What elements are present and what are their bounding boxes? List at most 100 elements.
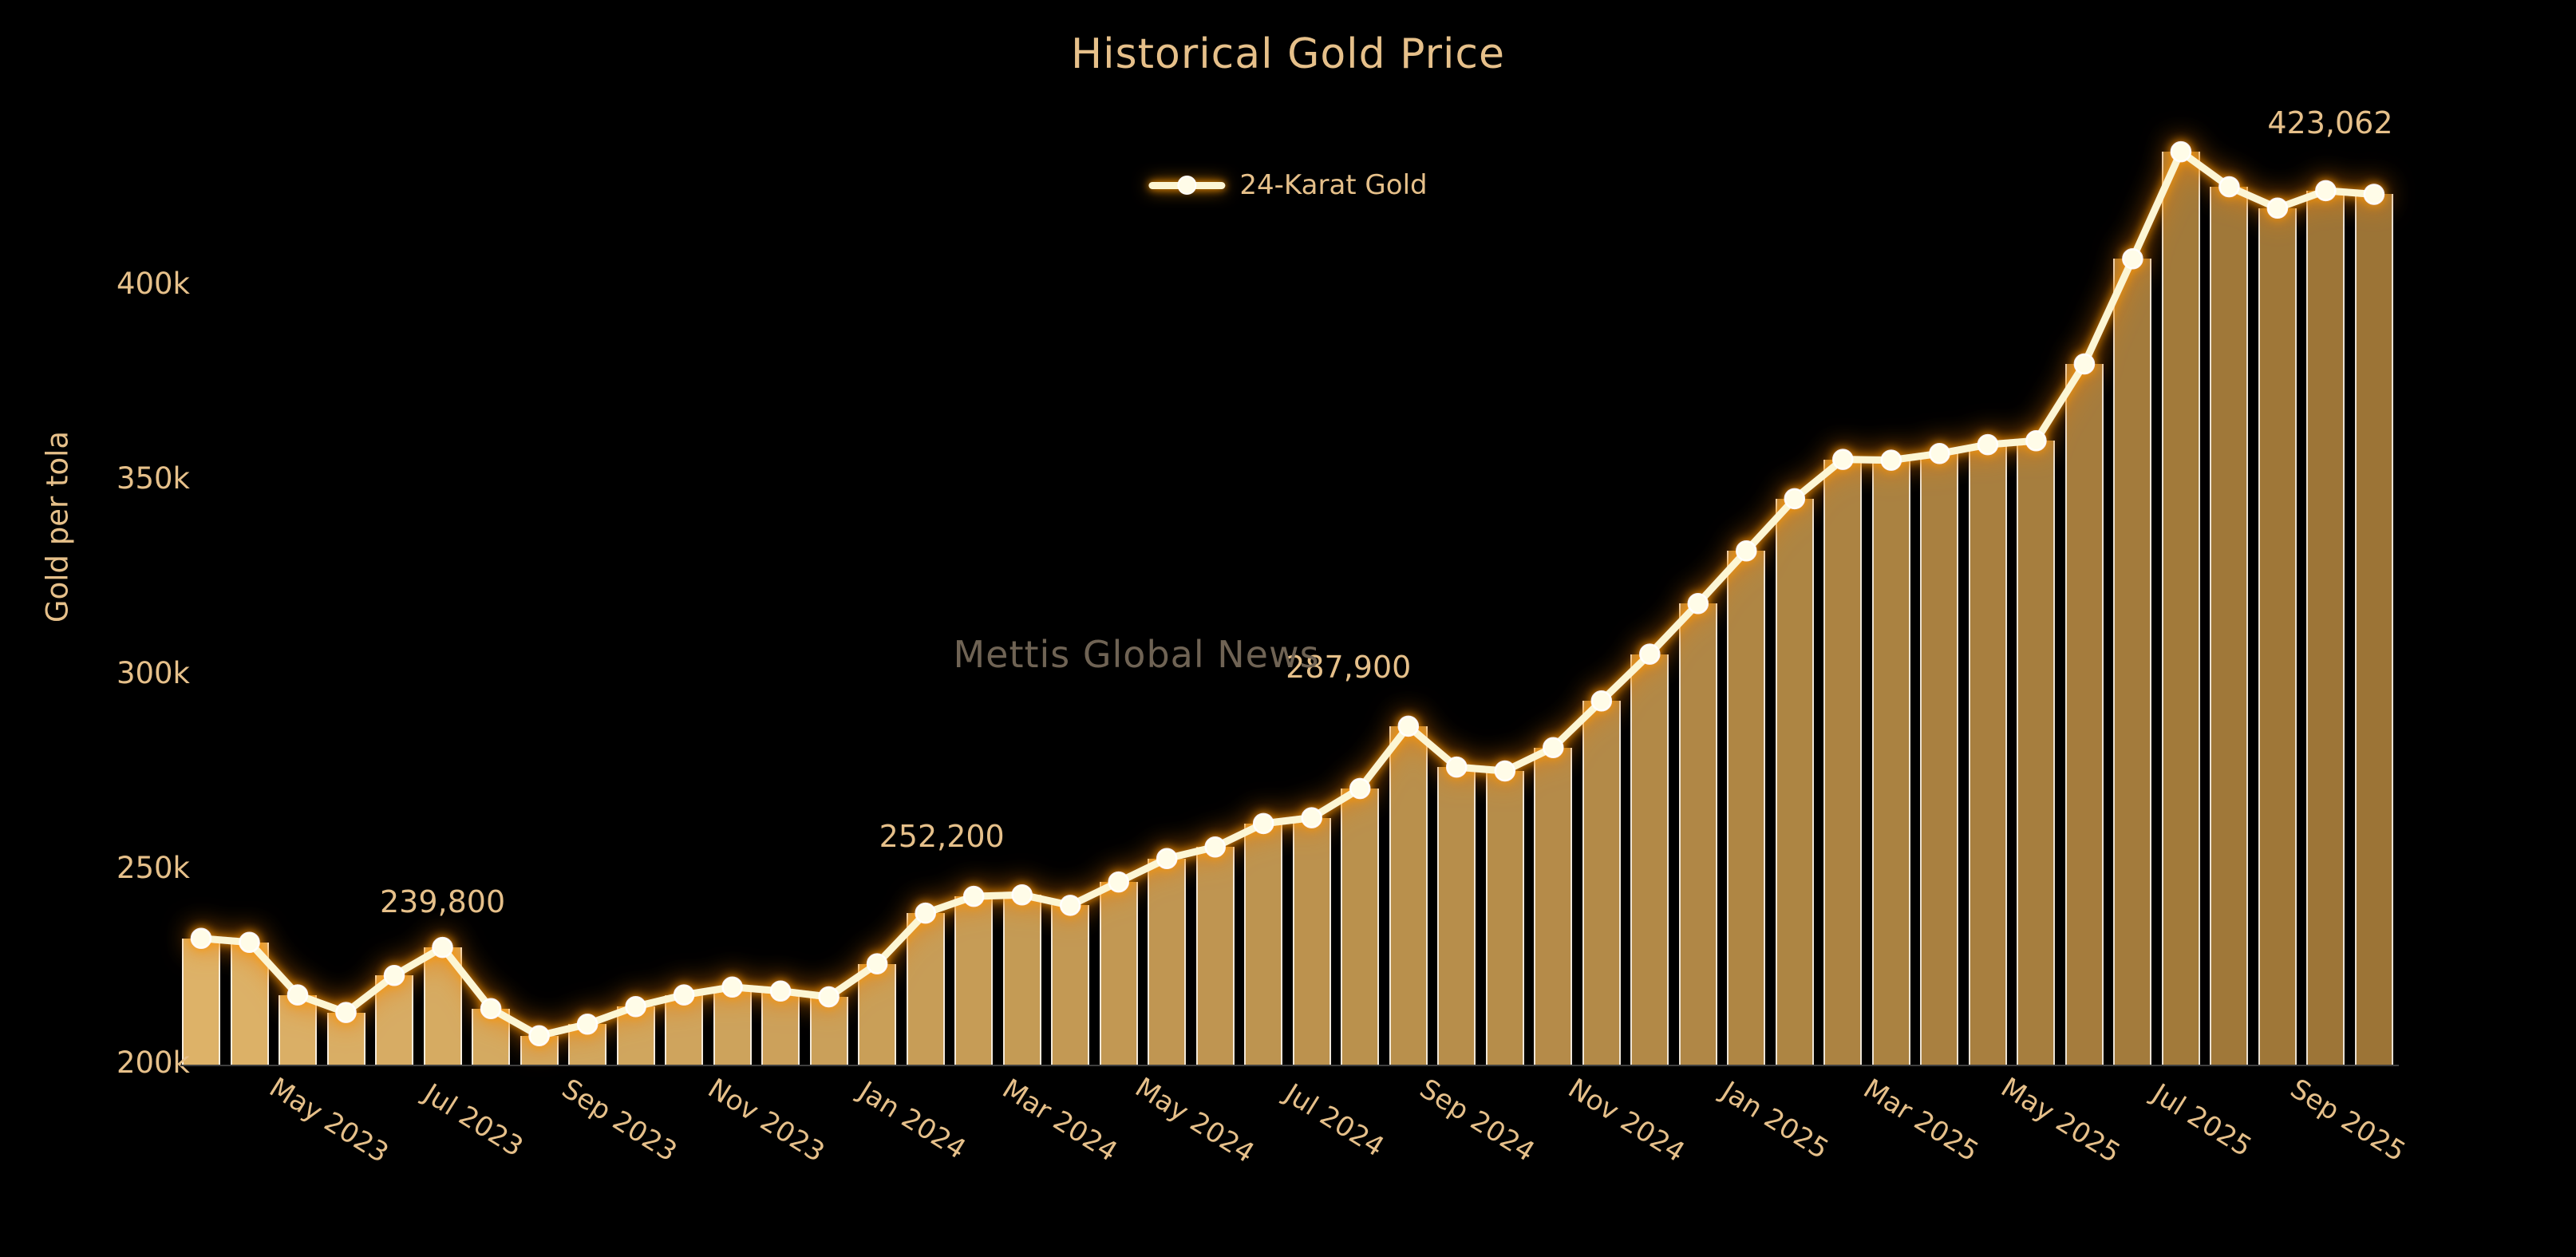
bar[interactable] xyxy=(1485,771,1524,1065)
bar[interactable] xyxy=(858,963,897,1065)
data-point-marker[interactable] xyxy=(2266,197,2289,219)
bar[interactable] xyxy=(1292,817,1331,1065)
y-tick-label: 300k xyxy=(116,656,190,690)
data-point-marker[interactable] xyxy=(721,976,743,998)
data-point-marker[interactable] xyxy=(190,927,212,950)
bar[interactable] xyxy=(182,938,220,1065)
data-point-marker[interactable] xyxy=(1880,449,1902,471)
data-point-marker[interactable] xyxy=(335,1002,357,1023)
data-point-marker[interactable] xyxy=(818,986,840,1008)
bar[interactable] xyxy=(2161,152,2200,1065)
data-point-marker[interactable] xyxy=(1204,836,1226,858)
data-point-marker[interactable] xyxy=(576,1013,599,1035)
bar[interactable] xyxy=(375,975,414,1065)
y-tick-label: 350k xyxy=(116,461,190,496)
bar[interactable] xyxy=(665,994,704,1065)
bar[interactable] xyxy=(1582,701,1621,1065)
legend-line-swatch xyxy=(1148,176,1226,195)
data-point-marker[interactable] xyxy=(1301,807,1322,828)
data-point-marker[interactable] xyxy=(1349,777,1371,800)
data-point-marker[interactable] xyxy=(286,984,309,1006)
data-point-marker[interactable] xyxy=(769,980,792,1002)
chart-title: Historical Gold Price xyxy=(1070,30,1506,78)
bar[interactable] xyxy=(1051,905,1090,1065)
bar[interactable] xyxy=(279,994,318,1065)
data-point-marker[interactable] xyxy=(1977,433,1999,456)
data-point-marker[interactable] xyxy=(1543,737,1564,758)
data-point-marker[interactable] xyxy=(528,1025,550,1047)
bar[interactable] xyxy=(1437,767,1476,1065)
annotation-label: 287,900 xyxy=(1286,649,1412,685)
bar[interactable] xyxy=(1341,788,1380,1065)
data-point-marker[interactable] xyxy=(2170,140,2192,163)
data-point-marker[interactable] xyxy=(673,984,695,1006)
bar[interactable] xyxy=(2017,441,2056,1065)
data-point-marker[interactable] xyxy=(1011,883,1033,906)
bar[interactable] xyxy=(761,990,800,1065)
data-point-marker[interactable] xyxy=(1494,760,1516,782)
data-point-marker[interactable] xyxy=(1446,756,1468,778)
bar[interactable] xyxy=(1148,858,1187,1065)
bar[interactable] xyxy=(1775,498,1814,1065)
data-point-marker[interactable] xyxy=(1832,449,1854,470)
bar[interactable] xyxy=(713,986,752,1065)
annotation-label: 423,062 xyxy=(2267,105,2393,141)
data-point-marker[interactable] xyxy=(432,936,453,959)
legend[interactable]: 24-Karat Gold xyxy=(1148,169,1428,201)
data-point-marker[interactable] xyxy=(2315,180,2337,202)
bar[interactable] xyxy=(1244,823,1283,1065)
y-tick-label: 400k xyxy=(116,267,190,301)
data-point-marker[interactable] xyxy=(962,885,985,907)
bar[interactable] xyxy=(1823,459,1863,1065)
bar[interactable] xyxy=(1630,654,1669,1065)
annotation-label: 252,200 xyxy=(879,819,1005,855)
y-tick-label: 200k xyxy=(116,1046,190,1080)
data-point-marker[interactable] xyxy=(2025,429,2047,452)
data-point-marker[interactable] xyxy=(2122,248,2143,270)
data-point-marker[interactable] xyxy=(383,964,405,986)
data-point-marker[interactable] xyxy=(1784,488,1806,510)
bar[interactable] xyxy=(954,896,994,1065)
bar[interactable] xyxy=(230,942,269,1065)
data-point-marker[interactable] xyxy=(1687,592,1709,615)
data-point-marker[interactable] xyxy=(1397,715,1420,737)
data-point-marker[interactable] xyxy=(1059,895,1081,916)
bar[interactable] xyxy=(1968,445,2007,1065)
bar[interactable] xyxy=(2258,208,2297,1065)
x-axis-baseline xyxy=(180,1065,2399,1066)
bar[interactable] xyxy=(2064,364,2104,1065)
data-point-marker[interactable] xyxy=(1736,540,1757,562)
bar[interactable] xyxy=(1534,747,1573,1065)
data-point-marker[interactable] xyxy=(625,995,646,1018)
data-point-marker[interactable] xyxy=(1156,848,1178,870)
data-point-marker[interactable] xyxy=(2073,353,2096,375)
bar[interactable] xyxy=(809,997,848,1065)
bar[interactable] xyxy=(1195,847,1235,1065)
bar[interactable] xyxy=(1871,460,1910,1065)
data-point-marker[interactable] xyxy=(480,998,502,1019)
data-point-marker[interactable] xyxy=(1108,871,1129,893)
data-point-marker[interactable] xyxy=(1929,443,1950,464)
legend-label: 24-Karat Gold xyxy=(1239,169,1428,201)
data-point-marker[interactable] xyxy=(915,902,936,924)
bar[interactable] xyxy=(2306,190,2345,1065)
bar[interactable] xyxy=(1678,603,1717,1065)
data-point-marker[interactable] xyxy=(866,953,888,974)
bar[interactable] xyxy=(1099,882,1138,1065)
data-point-marker[interactable] xyxy=(2218,176,2240,198)
bar[interactable] xyxy=(1002,895,1041,1065)
data-point-marker[interactable] xyxy=(1590,690,1613,712)
bar[interactable] xyxy=(2354,194,2393,1065)
bar[interactable] xyxy=(1920,453,1959,1065)
data-point-marker[interactable] xyxy=(1252,812,1274,835)
bar[interactable] xyxy=(2113,259,2152,1065)
data-point-marker[interactable] xyxy=(239,931,260,953)
bar[interactable] xyxy=(2210,187,2249,1065)
data-point-marker[interactable] xyxy=(2363,184,2385,205)
data-point-marker[interactable] xyxy=(1639,643,1661,665)
bar[interactable] xyxy=(1389,725,1428,1065)
bar[interactable] xyxy=(906,913,945,1065)
bar[interactable] xyxy=(1727,551,1766,1065)
